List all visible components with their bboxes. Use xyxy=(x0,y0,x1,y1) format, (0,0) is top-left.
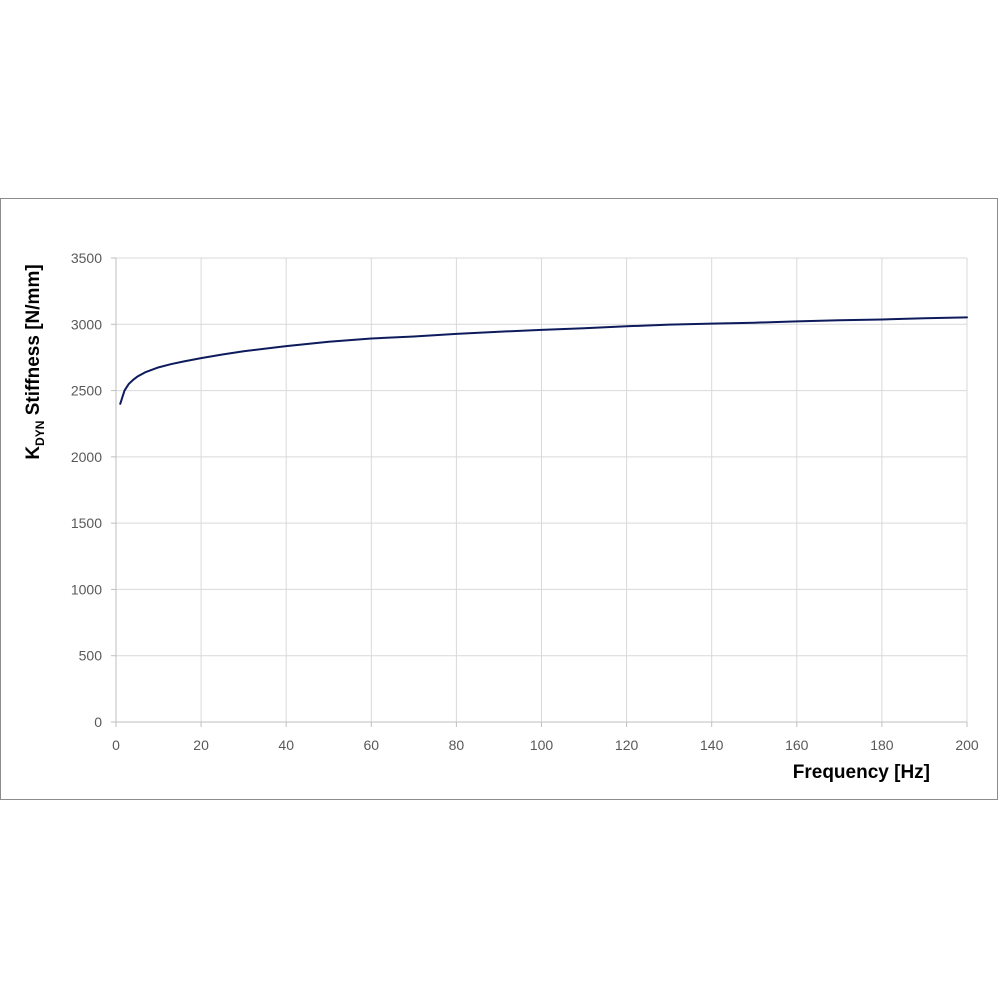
chart-frame: 0 500 1000 1500 2000 2500 3000 3500 0 20 40 60 80 100… xyxy=(0,198,998,800)
x-tick-label: 60 xyxy=(364,737,380,753)
y-axis-title-subscript: DYN xyxy=(33,421,47,446)
y-tick-label: 2500 xyxy=(71,383,102,399)
x-tick-label: 100 xyxy=(530,737,554,753)
x-tick-label: 80 xyxy=(449,737,465,753)
x-tick-label: 40 xyxy=(278,737,294,753)
series-line xyxy=(119,316,968,405)
y-tick-label: 2000 xyxy=(71,449,102,465)
x-tick-label: 160 xyxy=(785,737,809,753)
x-axis-title: Frequency [Hz] xyxy=(793,762,930,783)
x-tick-label: 20 xyxy=(193,737,209,753)
y-tick-label: 0 xyxy=(94,714,102,730)
axes xyxy=(111,257,968,727)
x-tick-label: 120 xyxy=(615,737,639,753)
y-tick-label: 1000 xyxy=(71,581,102,597)
x-tick-label: 140 xyxy=(700,737,724,753)
y-axis-title-main: K xyxy=(23,446,44,460)
x-tick-label: 180 xyxy=(870,737,894,753)
line-chart: 0 500 1000 1500 2000 2500 3000 3500 0 20 40 60 80 100… xyxy=(23,250,979,783)
y-axis-title-rest: Stiffness [N/mm] xyxy=(23,264,44,420)
y-tick-label: 500 xyxy=(79,648,103,664)
y-tick-label: 3000 xyxy=(71,316,102,332)
x-tick-label: 0 xyxy=(112,737,120,753)
y-tick-label: 1500 xyxy=(71,515,102,531)
y-tick-label: 3500 xyxy=(71,250,102,266)
tick-labels: 0 500 1000 1500 2000 2500 3000 3500 0 20 40 60 80 100… xyxy=(71,250,979,753)
gridlines xyxy=(116,257,968,722)
series-layer xyxy=(119,316,968,405)
y-axis-title: KDYN Stiffness [N/mm] xyxy=(23,264,47,459)
x-tick-label: 200 xyxy=(955,737,979,753)
